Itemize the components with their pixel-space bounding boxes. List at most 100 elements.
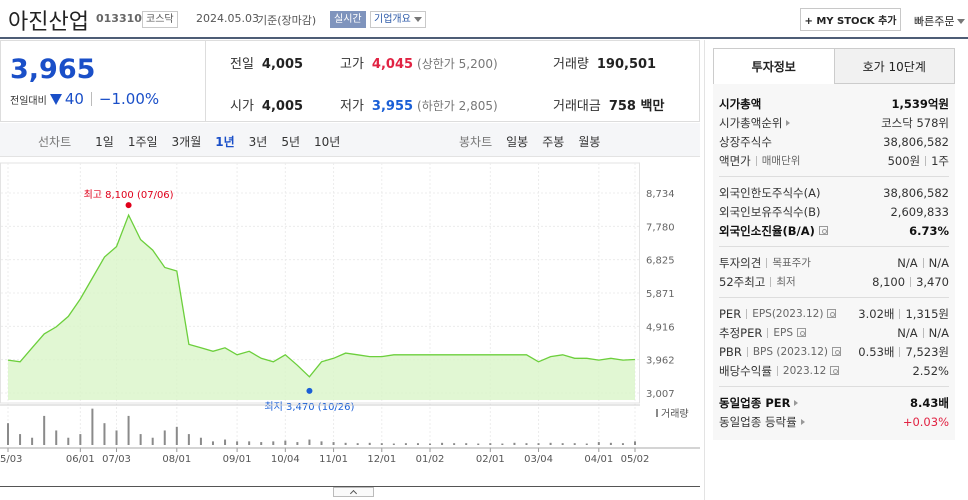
info-labels: 상장주식수 [719, 134, 772, 150]
info-tab[interactable]: 호가 10단계 [834, 48, 955, 84]
separator [746, 346, 748, 357]
period-tab[interactable]: 1년 [215, 135, 235, 149]
info-row: 외국인보유주식수(B) 2,609,833 [719, 202, 949, 221]
info-value: N/A [928, 325, 949, 340]
separator [776, 365, 778, 376]
quick-order[interactable]: 빠른주문 [914, 13, 966, 29]
info-labels: 추정PER EPS [719, 325, 806, 341]
period-tab[interactable]: 3년 [248, 135, 268, 149]
quote-label: 거래대금 [553, 99, 601, 114]
volume-label: 거래량 [661, 408, 689, 420]
period-tab[interactable]: 5년 [281, 135, 301, 149]
help-icon [830, 366, 840, 375]
high-label: 최고 8,100 (07/06) [84, 189, 174, 201]
volume-bar [127, 415, 130, 445]
separator [922, 327, 924, 338]
info-value: N/A [897, 325, 918, 340]
volume-bar [7, 423, 9, 445]
info-value: +0.03% [902, 414, 949, 429]
volume-bar [561, 443, 564, 445]
info-value: 8.43배 [910, 395, 949, 410]
volume-bar [453, 443, 456, 445]
date: 2024.05.03 [196, 12, 259, 25]
info-row: 외국인소진율(B/A) 6.73% [719, 221, 949, 240]
help-icon [797, 328, 806, 337]
info-label: 매매단위 [761, 155, 801, 167]
volume-bar [91, 408, 94, 445]
period-tab[interactable]: 1주일 [127, 135, 158, 149]
info-value: 38,806,582 [883, 134, 949, 149]
info-value: N/A [928, 255, 949, 270]
volume-bar [284, 440, 287, 445]
overview-label: 기업개요 [374, 14, 411, 25]
info-values: N/A N/A [897, 256, 949, 270]
info-value: 7,523원 [905, 344, 949, 359]
add-button[interactable]: + MY STOCK 추가 [800, 8, 901, 31]
info-row: 추정PER EPS N/A N/A [719, 323, 949, 342]
candle-tab[interactable]: 월봉 [578, 135, 601, 149]
info-values: 38,806,582 [883, 186, 949, 200]
y-tick-label: 5,871 [646, 289, 675, 300]
separator [766, 257, 768, 268]
quote-item: 전일 4,005 [230, 53, 303, 72]
info-value: 38,806,582 [883, 185, 949, 200]
x-tick-label: 04/01 [584, 454, 613, 465]
info-value: 코스닥 578위 [881, 115, 949, 130]
quote-limit: (상한가 5,200) [417, 57, 498, 71]
info-label: BPS (2023.12) [752, 345, 828, 358]
info-label: 동일업종 등락률 [719, 414, 797, 429]
bottom-rule [0, 486, 700, 487]
market-badge: 코스닥 [142, 11, 178, 28]
info-value: 0.53배 [858, 344, 895, 359]
info-label: 동일업종 PER [719, 395, 791, 410]
period-tab[interactable]: 10년 [314, 135, 341, 149]
quote-divider [205, 40, 206, 122]
overview-dropdown[interactable]: 기업개요 [370, 11, 426, 28]
volume-bar [621, 443, 624, 445]
info-labels: 시가총액순위 [719, 115, 791, 131]
info-row: 시가총액 1,539억원 [719, 94, 949, 113]
info-row: 투자의견 목표주가 N/A N/A [719, 253, 949, 272]
separator [746, 308, 748, 319]
info-values: 1,539억원 [891, 96, 949, 112]
info-label: 상장주식수 [719, 134, 772, 149]
volume-bar [236, 441, 239, 445]
collapse-button[interactable] [333, 487, 374, 498]
candle-tab[interactable]: 일봉 [506, 135, 529, 149]
quote-item: 거래대금 758 백만 [553, 95, 664, 114]
volume-bar [163, 430, 166, 445]
help-icon [831, 347, 841, 356]
area-fill [8, 215, 635, 400]
volume-bar [115, 430, 118, 445]
volume-bar [187, 434, 190, 445]
volume-bar [175, 426, 178, 445]
info-value: 1,315원 [905, 306, 949, 321]
volume-bar [441, 442, 444, 445]
volume-legend-mark [656, 409, 658, 417]
info-labels: 배당수익률 2023.12 [719, 363, 840, 379]
volume-bar [609, 442, 612, 445]
info-tab[interactable]: 투자정보 [713, 48, 835, 84]
quick-order-label: 빠른주문 [914, 15, 955, 28]
info-value: 1주 [931, 153, 949, 168]
tab-group-label: 봉차트 [459, 135, 493, 149]
plot-frame [0, 162, 640, 404]
period-tab[interactable]: 1일 [95, 135, 114, 149]
volume-bar [31, 437, 34, 445]
stock-code: 013310 [96, 12, 142, 25]
separator [899, 308, 901, 319]
y-tick-label: 3,962 [646, 356, 675, 367]
candle-tab[interactable]: 주봉 [542, 135, 565, 149]
quote-item: 시가 4,005 [230, 95, 303, 114]
volume-bar [224, 439, 227, 445]
info-value: 8,100 [872, 274, 906, 289]
realtime-badge: 실시간 [330, 11, 366, 28]
info-value: 2,609,833 [890, 204, 949, 219]
period-tab[interactable]: 3개월 [171, 135, 202, 149]
volume-bar [549, 442, 552, 445]
down-arrow [49, 93, 62, 105]
info-labels: PBR BPS (2023.12) [719, 345, 841, 359]
volume-bar [489, 443, 492, 445]
